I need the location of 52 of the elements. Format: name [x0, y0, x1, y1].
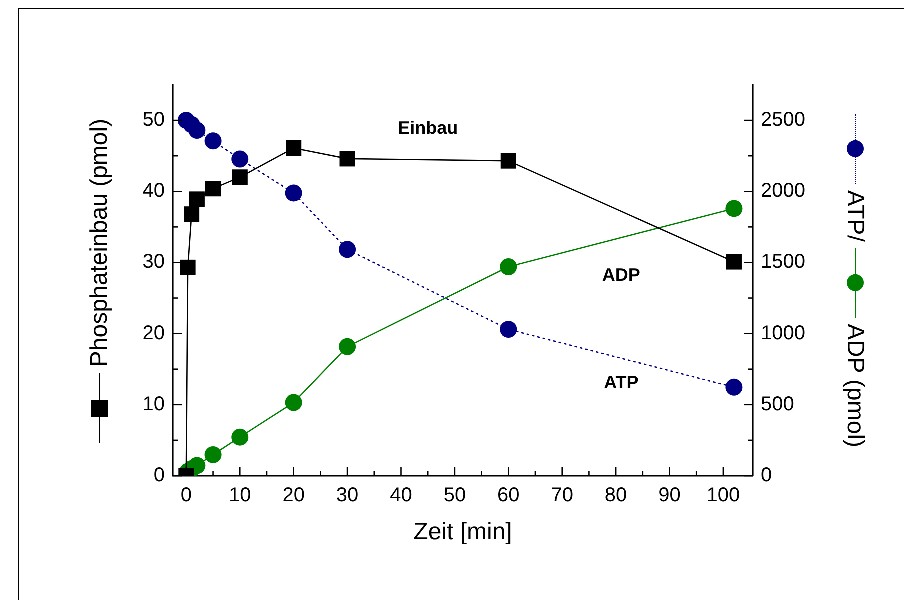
point — [726, 378, 743, 396]
point — [188, 122, 206, 139]
point — [184, 206, 200, 222]
point — [500, 258, 518, 276]
point — [285, 394, 302, 412]
x-tick-label: 90 — [658, 484, 681, 507]
x-tick-label: 50 — [444, 484, 466, 507]
series-label: ATP — [604, 372, 639, 392]
y-tick-label: 10 — [142, 393, 165, 416]
point — [204, 132, 222, 150]
point — [339, 338, 356, 356]
x-tick-label: 60 — [498, 484, 520, 507]
point — [726, 254, 742, 270]
point — [500, 321, 518, 338]
series-label: ADP — [602, 264, 640, 285]
point — [500, 153, 516, 169]
y2-tick-label: 1500 — [761, 251, 806, 274]
x-tick-label: 70 — [551, 484, 574, 507]
text: ATP/ ADP (pmol) — [842, 190, 869, 448]
point — [188, 457, 206, 474]
point — [340, 151, 356, 167]
x-tick-label: 40 — [390, 484, 412, 507]
y2-tick-label: 500 — [761, 393, 794, 416]
x-tick-label: 0 — [180, 484, 192, 507]
point — [232, 150, 249, 168]
point — [204, 446, 222, 464]
y2-tick-label: 2000 — [761, 180, 806, 202]
y-tick-label: 0 — [154, 464, 165, 487]
point — [286, 140, 302, 156]
y-tick-label: 30 — [142, 251, 165, 274]
x-tick-label: 20 — [282, 484, 305, 507]
x-tick-label: 10 — [229, 484, 252, 507]
point — [339, 241, 356, 258]
x-tick-label: 100 — [706, 484, 740, 507]
point — [285, 184, 302, 202]
point — [180, 260, 196, 276]
point — [206, 181, 222, 197]
point — [726, 200, 743, 218]
y-tick-label: 40 — [142, 180, 165, 202]
x-tick-label: 80 — [604, 484, 628, 507]
y-axis-title: Phosphateinbau (pmol) — [86, 118, 114, 367]
point — [232, 428, 249, 446]
series-label: Einbau — [398, 118, 458, 138]
y2-tick-label: 0 — [761, 464, 772, 487]
point — [189, 192, 205, 208]
point — [232, 170, 248, 186]
x-tick-label: 30 — [336, 484, 359, 507]
x-axis-title: Zeit [min] — [414, 518, 512, 546]
y2-tick-label: 2500 — [761, 109, 806, 132]
y-tick-label: 50 — [142, 109, 165, 132]
y-tick-label: 20 — [142, 322, 165, 344]
y2-tick-label: 1000 — [761, 322, 806, 344]
